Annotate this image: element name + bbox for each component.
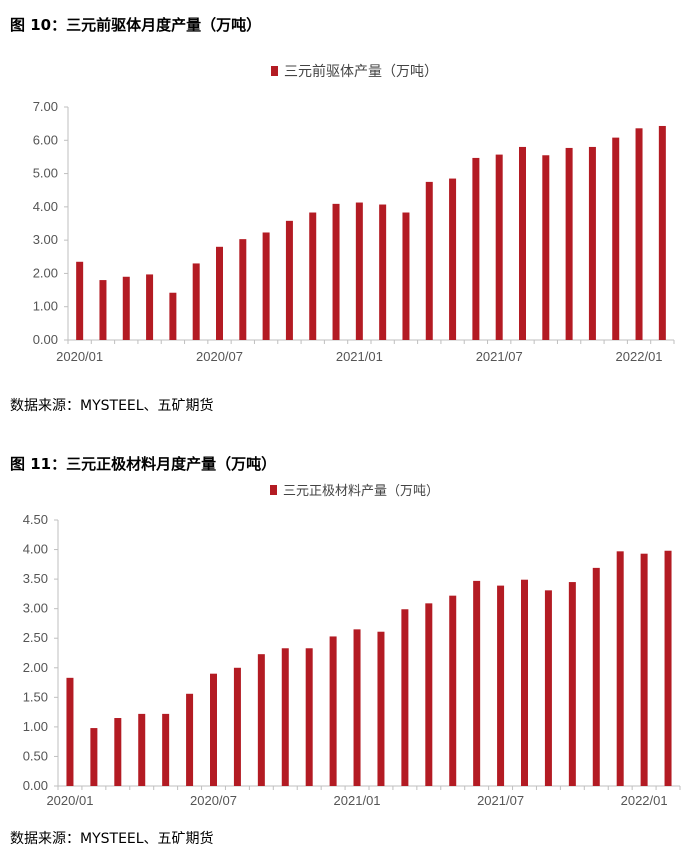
y-tick-label: 3.50 (23, 571, 48, 586)
bar (162, 713, 170, 786)
y-tick-label: 2.00 (23, 660, 48, 675)
bar (216, 246, 223, 340)
x-tick-label: 2020/01 (46, 793, 93, 808)
bar (309, 212, 317, 340)
legend-swatch (271, 66, 278, 76)
y-tick-label: 2.50 (23, 630, 48, 645)
bar (640, 553, 648, 786)
bar (472, 157, 480, 340)
x-tick-label: 2020/07 (196, 349, 243, 364)
source-note-precursor: 数据来源：MYSTEEL、五矿期货 (10, 398, 214, 414)
bar (425, 181, 433, 340)
bar (544, 590, 552, 786)
bar (99, 280, 107, 340)
bar (138, 713, 146, 786)
y-tick-label: 0.50 (23, 748, 48, 763)
y-tick-label: 3.00 (23, 601, 48, 616)
figure-title-cathode: 图 11：三元正极材料月度产量（万吨） (10, 455, 277, 473)
precursor-output-chart: 三元前驱体产量（万吨） 0.00 1.00 2.00 3.00 4.00 5.00 6.00 7… (33, 63, 675, 364)
legend-label: 三元前驱体产量（万吨） (284, 63, 438, 80)
bar (146, 274, 154, 340)
x-tick-label: 2022/01 (616, 349, 663, 364)
bar (497, 585, 505, 786)
bar (473, 580, 481, 786)
bar (233, 667, 241, 786)
x-tick-label: 2021/01 (334, 793, 381, 808)
bar (353, 629, 361, 786)
y-tick-label: 2.00 (33, 265, 58, 280)
bar (519, 146, 526, 340)
y-tick-label: 6.00 (33, 132, 58, 147)
bar (664, 550, 672, 786)
y-tick-label: 3.00 (33, 232, 58, 247)
bar (565, 147, 573, 340)
y-tick-label: 4.00 (23, 542, 48, 557)
source-note-cathode: 数据来源：MYSTEEL、五矿期货 (10, 831, 214, 847)
x-tick-label: 2022/01 (621, 793, 668, 808)
y-tick-label: 7.00 (33, 99, 58, 114)
bar (76, 261, 84, 340)
bar (355, 202, 363, 340)
bar (635, 128, 643, 340)
bar (612, 137, 620, 340)
figure-title-precursor: 图 10：三元前驱体月度产量（万吨） (10, 16, 262, 34)
bar (449, 178, 457, 340)
legend-label: 三元正极材料产量（万吨） (283, 484, 439, 499)
bar (281, 648, 289, 786)
bar (262, 232, 270, 340)
legend: 三元正极材料产量（万吨） (270, 484, 439, 499)
bar (66, 677, 74, 786)
legend: 三元前驱体产量（万吨） (271, 63, 438, 80)
bar (568, 582, 576, 786)
x-tick-label: 2020/01 (56, 349, 103, 364)
x-tick-label: 2021/07 (477, 793, 524, 808)
bar (521, 579, 528, 786)
bar (210, 673, 217, 786)
bar (257, 654, 265, 786)
x-tick-label: 2021/07 (476, 349, 523, 364)
bar (332, 203, 340, 340)
bar (658, 125, 666, 340)
bar (425, 603, 433, 786)
legend-swatch (270, 485, 277, 495)
bar (114, 718, 122, 786)
y-tick-label: 1.00 (33, 299, 58, 314)
bar (285, 220, 293, 340)
bar (90, 728, 98, 786)
bar (379, 204, 387, 340)
y-tick-label: 4.00 (33, 199, 58, 214)
bar (186, 693, 194, 786)
y-tick-label: 0.00 (33, 332, 58, 347)
bar (329, 636, 337, 786)
bar (401, 609, 409, 786)
bar (449, 595, 457, 786)
y-tick-label: 1.50 (23, 689, 48, 704)
bar (239, 239, 247, 340)
bar (122, 276, 130, 340)
y-tick-label: 5.00 (33, 166, 58, 181)
bar (592, 567, 600, 786)
bar (192, 263, 200, 340)
bar (305, 648, 313, 786)
y-tick-label: 0.00 (23, 778, 48, 793)
bar (588, 146, 596, 340)
bar (402, 212, 410, 340)
y-tick-label: 1.00 (23, 719, 48, 734)
bar (495, 154, 503, 340)
x-tick-label: 2021/01 (336, 349, 383, 364)
bar (542, 155, 550, 340)
x-tick-label: 2020/07 (190, 793, 237, 808)
cathode-output-chart: 三元正极材料产量（万吨） 0.00 0.50 1.00 1.50 2.00 2.50 3.00… (23, 484, 681, 808)
bar (169, 292, 177, 340)
bar (377, 631, 385, 786)
y-tick-label: 4.50 (23, 512, 48, 527)
bar (616, 551, 624, 786)
